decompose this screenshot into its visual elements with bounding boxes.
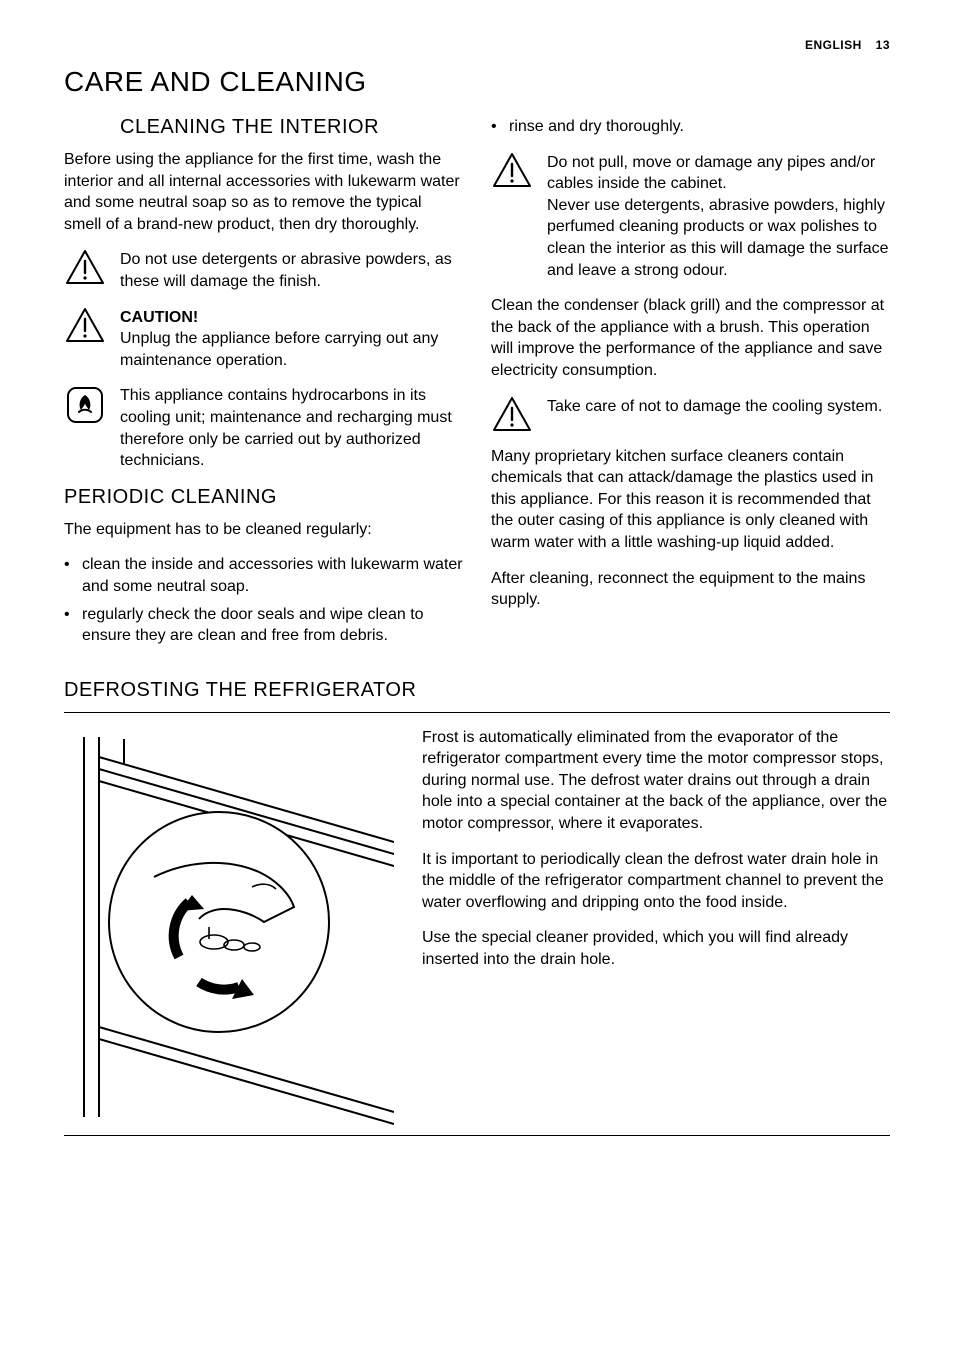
section-divider: [64, 1135, 890, 1136]
caution-label: CAUTION!: [120, 309, 198, 326]
warning-icon: [64, 249, 106, 292]
para-after-cleaning: After cleaning, reconnect the equipment …: [491, 568, 890, 611]
eco-note-hydrocarbons: This appliance contains hydrocarbons in …: [64, 385, 463, 471]
warning-note-pipes: Do not pull, move or damage any pipes an…: [491, 152, 890, 282]
warning-text: Take care of not to damage the cooling s…: [547, 396, 890, 432]
page: ENGLISH 13 CARE AND CLEANING CLEANING TH…: [0, 0, 954, 1190]
defrost-illustration: [64, 727, 394, 1127]
caution-body: Unplug the appliance before carrying out…: [120, 330, 438, 369]
periodic-bullets: clean the inside and accessories with lu…: [64, 554, 463, 646]
list-item: regularly check the door seals and wipe …: [64, 604, 463, 647]
para-condenser: Clean the condenser (black grill) and th…: [491, 295, 890, 381]
warning-note-cooling: Take care of not to damage the cooling s…: [491, 396, 890, 432]
warning-para-b: Never use detergents, abrasive powders, …: [547, 197, 889, 279]
rinse-bullet: rinse and dry thoroughly.: [491, 116, 890, 138]
header-language: ENGLISH: [805, 38, 862, 52]
header-page-number: 13: [876, 38, 890, 52]
defrost-section: DEFROSTING THE REFRIGERATOR: [64, 679, 890, 1136]
left-column: CLEANING THE INTERIOR Before using the a…: [64, 116, 463, 661]
warning-text: Do not pull, move or damage any pipes an…: [547, 152, 890, 282]
warning-icon: [491, 152, 533, 282]
page-title: CARE AND CLEANING: [64, 66, 890, 98]
eco-text: This appliance contains hydrocarbons in …: [120, 385, 463, 471]
defrost-p1: Frost is automatically eliminated from t…: [422, 727, 890, 835]
page-header: ENGLISH 13: [64, 38, 890, 52]
caution-text: CAUTION! Unplug the appliance before car…: [120, 307, 463, 372]
two-column-layout: CLEANING THE INTERIOR Before using the a…: [64, 116, 890, 661]
defrost-row: Frost is automatically eliminated from t…: [64, 727, 890, 1127]
para-cleaners: Many proprietary kitchen surface cleaner…: [491, 446, 890, 554]
heading-cleaning-interior: CLEANING THE INTERIOR: [120, 116, 463, 139]
defrost-p2: It is important to periodically clean th…: [422, 849, 890, 914]
right-column: rinse and dry thoroughly. Do not pull, m…: [491, 116, 890, 661]
defrost-p3: Use the special cleaner provided, which …: [422, 927, 890, 970]
defrost-text: Frost is automatically eliminated from t…: [422, 727, 890, 1127]
heading-defrost: DEFROSTING THE REFRIGERATOR: [64, 679, 890, 702]
warning-icon: [64, 307, 106, 372]
para-periodic: The equipment has to be cleaned regularl…: [64, 519, 463, 541]
para-interior: Before using the appliance for the first…: [64, 149, 463, 235]
caution-note-unplug: CAUTION! Unplug the appliance before car…: [64, 307, 463, 372]
section-divider: [64, 712, 890, 713]
warning-text: Do not use detergents or abrasive powder…: [120, 249, 463, 292]
warning-icon: [491, 396, 533, 432]
list-item: clean the inside and accessories with lu…: [64, 554, 463, 597]
heading-periodic-cleaning: PERIODIC CLEANING: [64, 486, 463, 509]
warning-para-a: Do not pull, move or damage any pipes an…: [547, 154, 875, 193]
warning-note-detergents: Do not use detergents or abrasive powder…: [64, 249, 463, 292]
list-item: rinse and dry thoroughly.: [491, 116, 890, 138]
eco-icon: [64, 385, 106, 471]
